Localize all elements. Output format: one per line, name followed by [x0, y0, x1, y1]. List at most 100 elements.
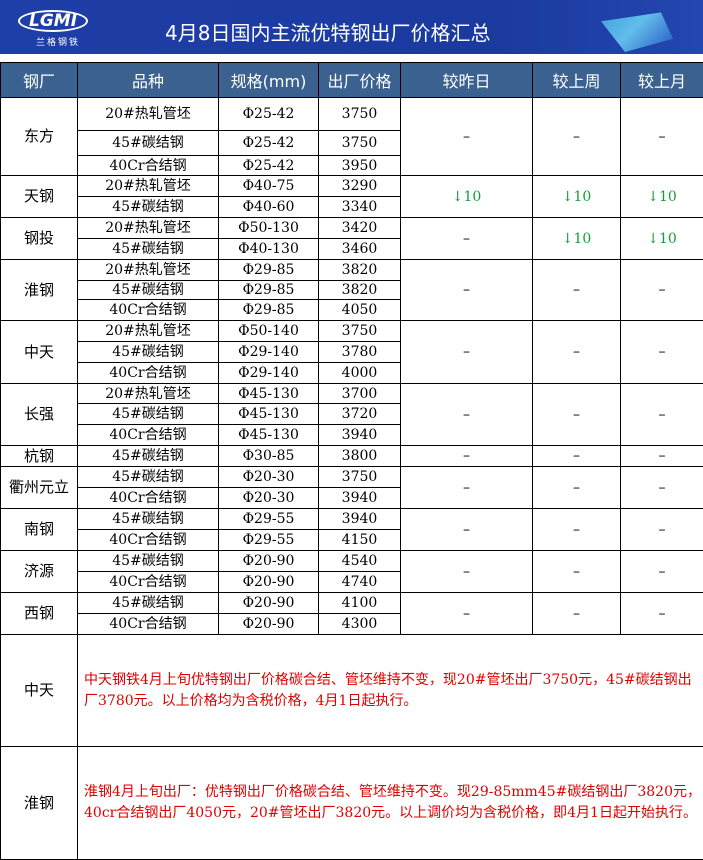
spec-cell: Φ50-140 [218, 320, 319, 342]
column-header: 规格(mm) [218, 62, 319, 98]
table-row: 40Cr合结钢 Φ20-90 4300 [1, 613, 703, 635]
product-cell: 45#碳结钢 [77, 130, 219, 156]
mill-name: 长强 [0, 383, 78, 446]
price-cell: 3420 [318, 217, 401, 239]
note-mill: 淮钢 [0, 746, 78, 860]
price-cell: 3750 [318, 130, 401, 156]
note-text: 淮钢4月上旬出厂：优特钢出厂价格碳合结、管坯维持不变。现29-85mm45#碳结… [77, 746, 703, 860]
price-cell: 4100 [318, 592, 401, 614]
product-cell: 40Cr合结钢 [77, 613, 219, 635]
logo-subtitle: 兰格钢铁 [35, 38, 80, 48]
change-day: – [400, 550, 533, 593]
mill-name: 济源 [0, 550, 78, 593]
change-week: – [532, 508, 621, 551]
price-cell: 4050 [318, 299, 401, 321]
table-row: 淮钢 20#热轧管坯 Φ29-85 3820– – – [0, 259, 703, 321]
spec-cell: Φ40-60 [218, 196, 319, 218]
table-row: 中天 20#热轧管坯 Φ50-140 3750– – – [0, 320, 703, 384]
mill-name: 东方 [0, 97, 78, 176]
table-row: 东方 20#热轧管坯 Φ25-42 3750– – – [0, 97, 703, 176]
spec-cell: Φ25-42 [218, 97, 319, 131]
change-week: – [532, 550, 621, 593]
price-cell: 3750 [318, 320, 401, 342]
banner: LGMI 兰格钢铁 4月8日国内主流优特钢出厂价格汇总 [0, 0, 703, 58]
change-month: – [620, 383, 703, 446]
change-week: – [532, 466, 621, 509]
column-header: 出厂价格 [318, 62, 401, 98]
spec-cell: Φ29-85 [218, 280, 319, 300]
spec-cell: Φ25-42 [218, 130, 319, 156]
change-week: ↓10 [532, 175, 621, 218]
product-cell: 45#碳结钢 [77, 403, 219, 425]
change-day: – [400, 466, 533, 509]
price-cell: 4000 [318, 362, 401, 384]
table-row: 40Cr合结钢 Φ20-30 3940 [1, 487, 703, 509]
table-row: 45#碳结钢 Φ25-42 3750 [1, 130, 703, 156]
spec-cell: Φ29-140 [218, 362, 319, 384]
change-week: ↓10 [532, 217, 621, 260]
change-day: – [400, 97, 533, 176]
price-cell: 3800 [318, 445, 401, 467]
column-header: 较昨日 [400, 62, 533, 98]
spec-cell: Φ45-130 [218, 403, 319, 425]
change-month: – [620, 97, 703, 176]
product-cell: 20#热轧管坯 [77, 217, 219, 239]
table-row: 钢投 20#热轧管坯 Φ50-130 3420– ↓10 ↓10 [0, 217, 703, 260]
product-cell: 40Cr合结钢 [77, 362, 219, 384]
change-month: ↓10 [620, 175, 703, 218]
price-cell: 3780 [318, 341, 401, 363]
price-cell: 4300 [318, 613, 401, 635]
change-month: – [620, 466, 703, 509]
price-cell: 4540 [318, 550, 401, 572]
product-cell: 45#碳结钢 [77, 445, 219, 467]
table-row: 杭钢 45#碳结钢 Φ30-85 3800– – – [0, 445, 703, 467]
spec-cell: Φ29-85 [218, 299, 319, 321]
product-cell: 45#碳结钢 [77, 341, 219, 363]
spec-cell: Φ20-90 [218, 592, 319, 614]
change-week: – [532, 97, 621, 176]
price-cell: 3950 [318, 155, 401, 176]
mill-name: 中天 [0, 320, 78, 384]
mill-name: 钢投 [0, 217, 78, 260]
price-table: 钢厂 品种 规格(mm) 出厂价格 较昨日 较上周 较上月 东方 20#热轧管坯 Φ25-42 3… [0, 62, 703, 860]
price-cell: 3940 [318, 487, 401, 509]
table-row: 西钢 45#碳结钢 Φ20-90 4100– – – [0, 592, 703, 635]
mill-name: 淮钢 [0, 259, 78, 321]
spec-cell: Φ45-130 [218, 424, 319, 446]
product-cell: 45#碳结钢 [77, 238, 219, 260]
price-cell: 3290 [318, 175, 401, 197]
column-header: 较上周 [532, 62, 621, 98]
note-text: 中天钢铁4月上旬优特钢出厂价格碳合结、管坯维持不变，现20#管坯出厂3750元，… [77, 634, 703, 747]
spec-cell: Φ25-42 [218, 155, 319, 176]
price-cell: 3340 [318, 196, 401, 218]
mill-name: 西钢 [0, 592, 78, 635]
product-cell: 20#热轧管坯 [77, 383, 219, 404]
price-cell: 3720 [318, 403, 401, 425]
price-cell: 4740 [318, 571, 401, 593]
table-row: 济源 45#碳结钢 Φ20-90 4540– – – [0, 550, 703, 593]
column-header: 品种 [77, 62, 219, 98]
change-month: – [620, 550, 703, 593]
change-day: ↓10 [400, 175, 533, 218]
table-row: 45#碳结钢 Φ45-130 3720 [1, 403, 703, 425]
mill-name: 南钢 [0, 508, 78, 551]
price-cell: 3750 [318, 97, 401, 131]
note-mill: 中天 [0, 634, 78, 747]
spec-cell: Φ20-90 [218, 571, 319, 593]
spec-cell: Φ29-85 [218, 259, 319, 281]
column-header: 较上月 [620, 62, 703, 98]
price-cell: 3750 [318, 466, 401, 488]
product-cell: 40Cr合结钢 [77, 424, 219, 446]
change-day: – [400, 445, 533, 467]
change-week: – [532, 383, 621, 446]
table-row: 45#碳结钢 Φ29-140 3780 [1, 341, 703, 363]
note-row: 中天 中天钢铁4月上旬优特钢出厂价格碳合结、管坯维持不变，现20#管坯出厂3750… [0, 634, 703, 747]
change-month: ↓10 [620, 217, 703, 260]
product-cell: 40Cr合结钢 [77, 299, 219, 321]
table-header-row: 钢厂 品种 规格(mm) 出厂价格 较昨日 较上周 较上月 [0, 62, 703, 98]
spec-cell: Φ40-75 [218, 175, 319, 197]
change-week: – [532, 259, 621, 321]
mill-name: 天钢 [0, 175, 78, 218]
change-week: – [532, 592, 621, 635]
price-cell: 4150 [318, 529, 401, 551]
